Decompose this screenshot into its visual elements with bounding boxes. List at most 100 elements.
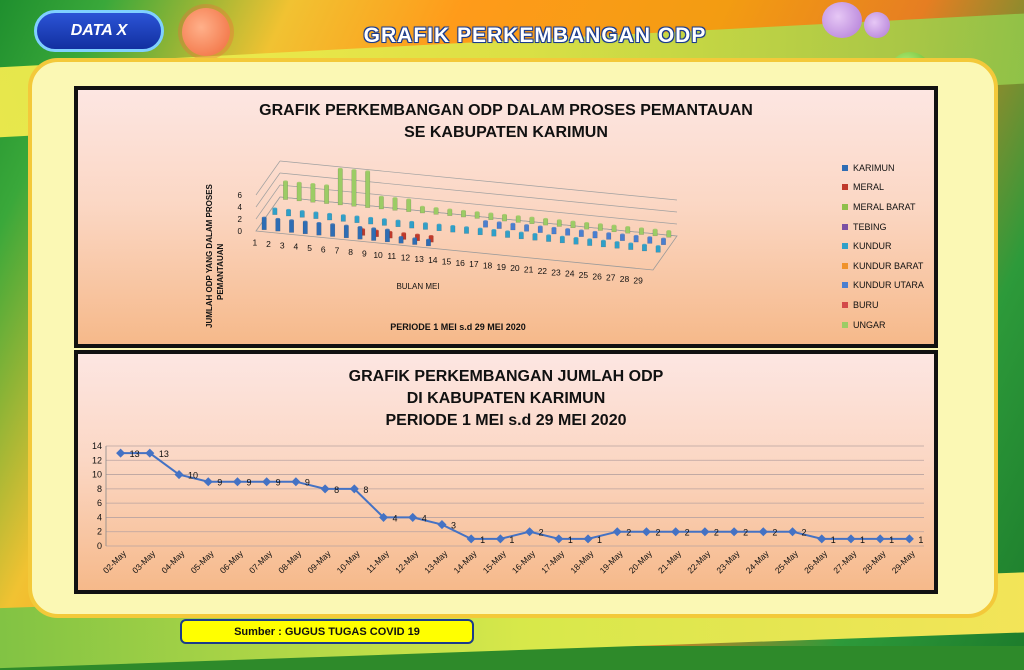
chart1-bar-top (338, 167, 343, 171)
chart1-bar-top (392, 197, 398, 200)
chart1-xtick-label: 1 (252, 238, 257, 248)
chart2-title-line3: PERIODE 1 MEI s.d 29 MEI 2020 (385, 412, 627, 429)
chart2-title-line1: GRAFIK PERKEMBANGAN JUMLAH ODP (348, 368, 664, 385)
chart2-data-label: 1 (480, 535, 485, 545)
chart1-bar-top (371, 227, 376, 230)
chart1-bar-top (289, 219, 294, 222)
chart2-xtick-label: 05-May (189, 548, 217, 576)
chart1-bar-top (313, 211, 319, 214)
chart1-period: PERIODE 1 MEI s.d 29 MEI 2020 (390, 322, 526, 332)
chart2-point (495, 534, 505, 544)
chart1-bar-top (666, 230, 672, 233)
chart2-xtick-label: 24-May (744, 548, 772, 576)
chart2-xtick-label: 18-May (568, 548, 596, 576)
chart1-ytick-label: 6 (238, 191, 243, 200)
chart1-bar (384, 229, 390, 243)
virus-icon (864, 12, 890, 38)
chart2-data-label: 1 (860, 535, 865, 545)
chart1-legend-swatch (842, 321, 848, 328)
chart1-bar-top (642, 243, 647, 247)
chart2-xtick-label: 10-May (335, 548, 363, 576)
chart1-bar-top (529, 216, 535, 219)
chart1-bar-top (344, 224, 349, 228)
chart1-bar-top (592, 230, 598, 234)
chart2-ytick-label: 14 (92, 441, 102, 451)
chart1-xtick-label: 6 (321, 244, 326, 254)
chart1-xtick-label: 7 (335, 246, 340, 256)
chart1-bar (406, 199, 412, 212)
chart1-ylabel-line2: PEMANTAUAN (216, 243, 225, 300)
chart1-bar-top (557, 219, 562, 222)
chart2-point (641, 527, 651, 537)
chart1-bar-top (409, 220, 414, 224)
chart1-bar-top (412, 237, 418, 240)
chart2-data-label: 1 (597, 535, 602, 545)
chart2-data-label: 4 (393, 513, 398, 523)
chart1-bar-top (655, 245, 661, 248)
chart1-xtick-label: 20 (510, 263, 520, 273)
chart1-legend-label: KUNDUR (853, 241, 892, 252)
chart1-legend-item: KARIMUN (842, 158, 924, 178)
chart1-xtick-label: 12 (401, 252, 411, 262)
chart1-ylabel-line1: JUMLAH ODP YANG DALAM PROSES (205, 183, 214, 328)
chart1-bar-top (368, 216, 373, 220)
chart1-legend-item: KUNDUR (842, 236, 924, 256)
chart1-bar-top (433, 207, 439, 210)
chart2-ytick-label: 0 (97, 541, 102, 551)
chart1-bar-top (415, 233, 420, 236)
chart1-legend-swatch (842, 184, 848, 191)
data-tag-badge: DATA X (34, 10, 164, 52)
chart2-point (232, 477, 242, 487)
chart1-bar (310, 184, 316, 203)
chart2-xtick-label: 14-May (451, 548, 479, 576)
chart2-point (349, 484, 359, 494)
chart2-point (291, 477, 301, 487)
chart2-data-label: 4 (422, 513, 427, 523)
chart2-data-label: 2 (685, 528, 690, 538)
chart1-legend-label: BURU (853, 299, 879, 310)
chart2-container: GRAFIK PERKEMBANGAN JUMLAH ODP DI KABUPA… (74, 350, 938, 594)
chart2-xtick-label: 29-May (890, 548, 918, 576)
chart1-title-line2: SE KABUPATEN KARIMUN (404, 124, 608, 141)
chart1-legend-swatch (842, 203, 848, 210)
chart2-xtick-label: 25-May (773, 548, 801, 576)
chart1-bar-top (379, 195, 384, 199)
chart1-xlabel: BULAN MEI (396, 282, 439, 291)
chart1-legend-item: KUNDUR BARAT (842, 256, 924, 276)
chart2-data-label: 2 (772, 528, 777, 538)
chart1-bar-top (299, 210, 305, 213)
chart2-xtick-label: 04-May (159, 548, 187, 576)
chart1-gridline (255, 196, 281, 232)
chart2-point (875, 534, 885, 544)
chart2-data-label: 9 (276, 478, 281, 488)
chart2-point (612, 527, 622, 537)
chart1-bar-top (474, 211, 480, 214)
chart1-gridline (255, 160, 281, 196)
chart1-bar (302, 221, 308, 235)
chart2-ytick-label: 2 (97, 527, 102, 537)
chart1-xtick-label: 28 (620, 274, 630, 284)
chart2-data-label: 3 (451, 521, 456, 531)
virus-icon (822, 2, 862, 38)
chart1-bar-top (477, 227, 483, 231)
chart1-bar (337, 168, 343, 206)
chart1-bar-top (283, 180, 288, 183)
chart1-bar-top (579, 229, 584, 232)
chart1-bar (351, 170, 357, 207)
chart1-ytick-label: 2 (238, 215, 243, 224)
chart1-bar-top (354, 215, 360, 218)
chart1-xtick-label: 29 (633, 275, 643, 285)
chart1-bar-top (450, 224, 456, 228)
chart2-xtick-label: 22-May (685, 548, 713, 576)
chart1-bar-top (620, 233, 625, 236)
chart2-xtick-label: 23-May (714, 548, 742, 576)
chart1-xtick-label: 13 (414, 254, 424, 264)
chart1-bar-top (570, 220, 576, 224)
chart1-bar-top (341, 214, 346, 217)
chart1-bar-top (601, 239, 606, 243)
chart2-xtick-label: 12-May (393, 548, 421, 576)
chart1-bar-top (625, 225, 631, 229)
chart1-xtick-label: 23 (551, 267, 561, 277)
chart1-ytick-label: 4 (238, 203, 243, 212)
